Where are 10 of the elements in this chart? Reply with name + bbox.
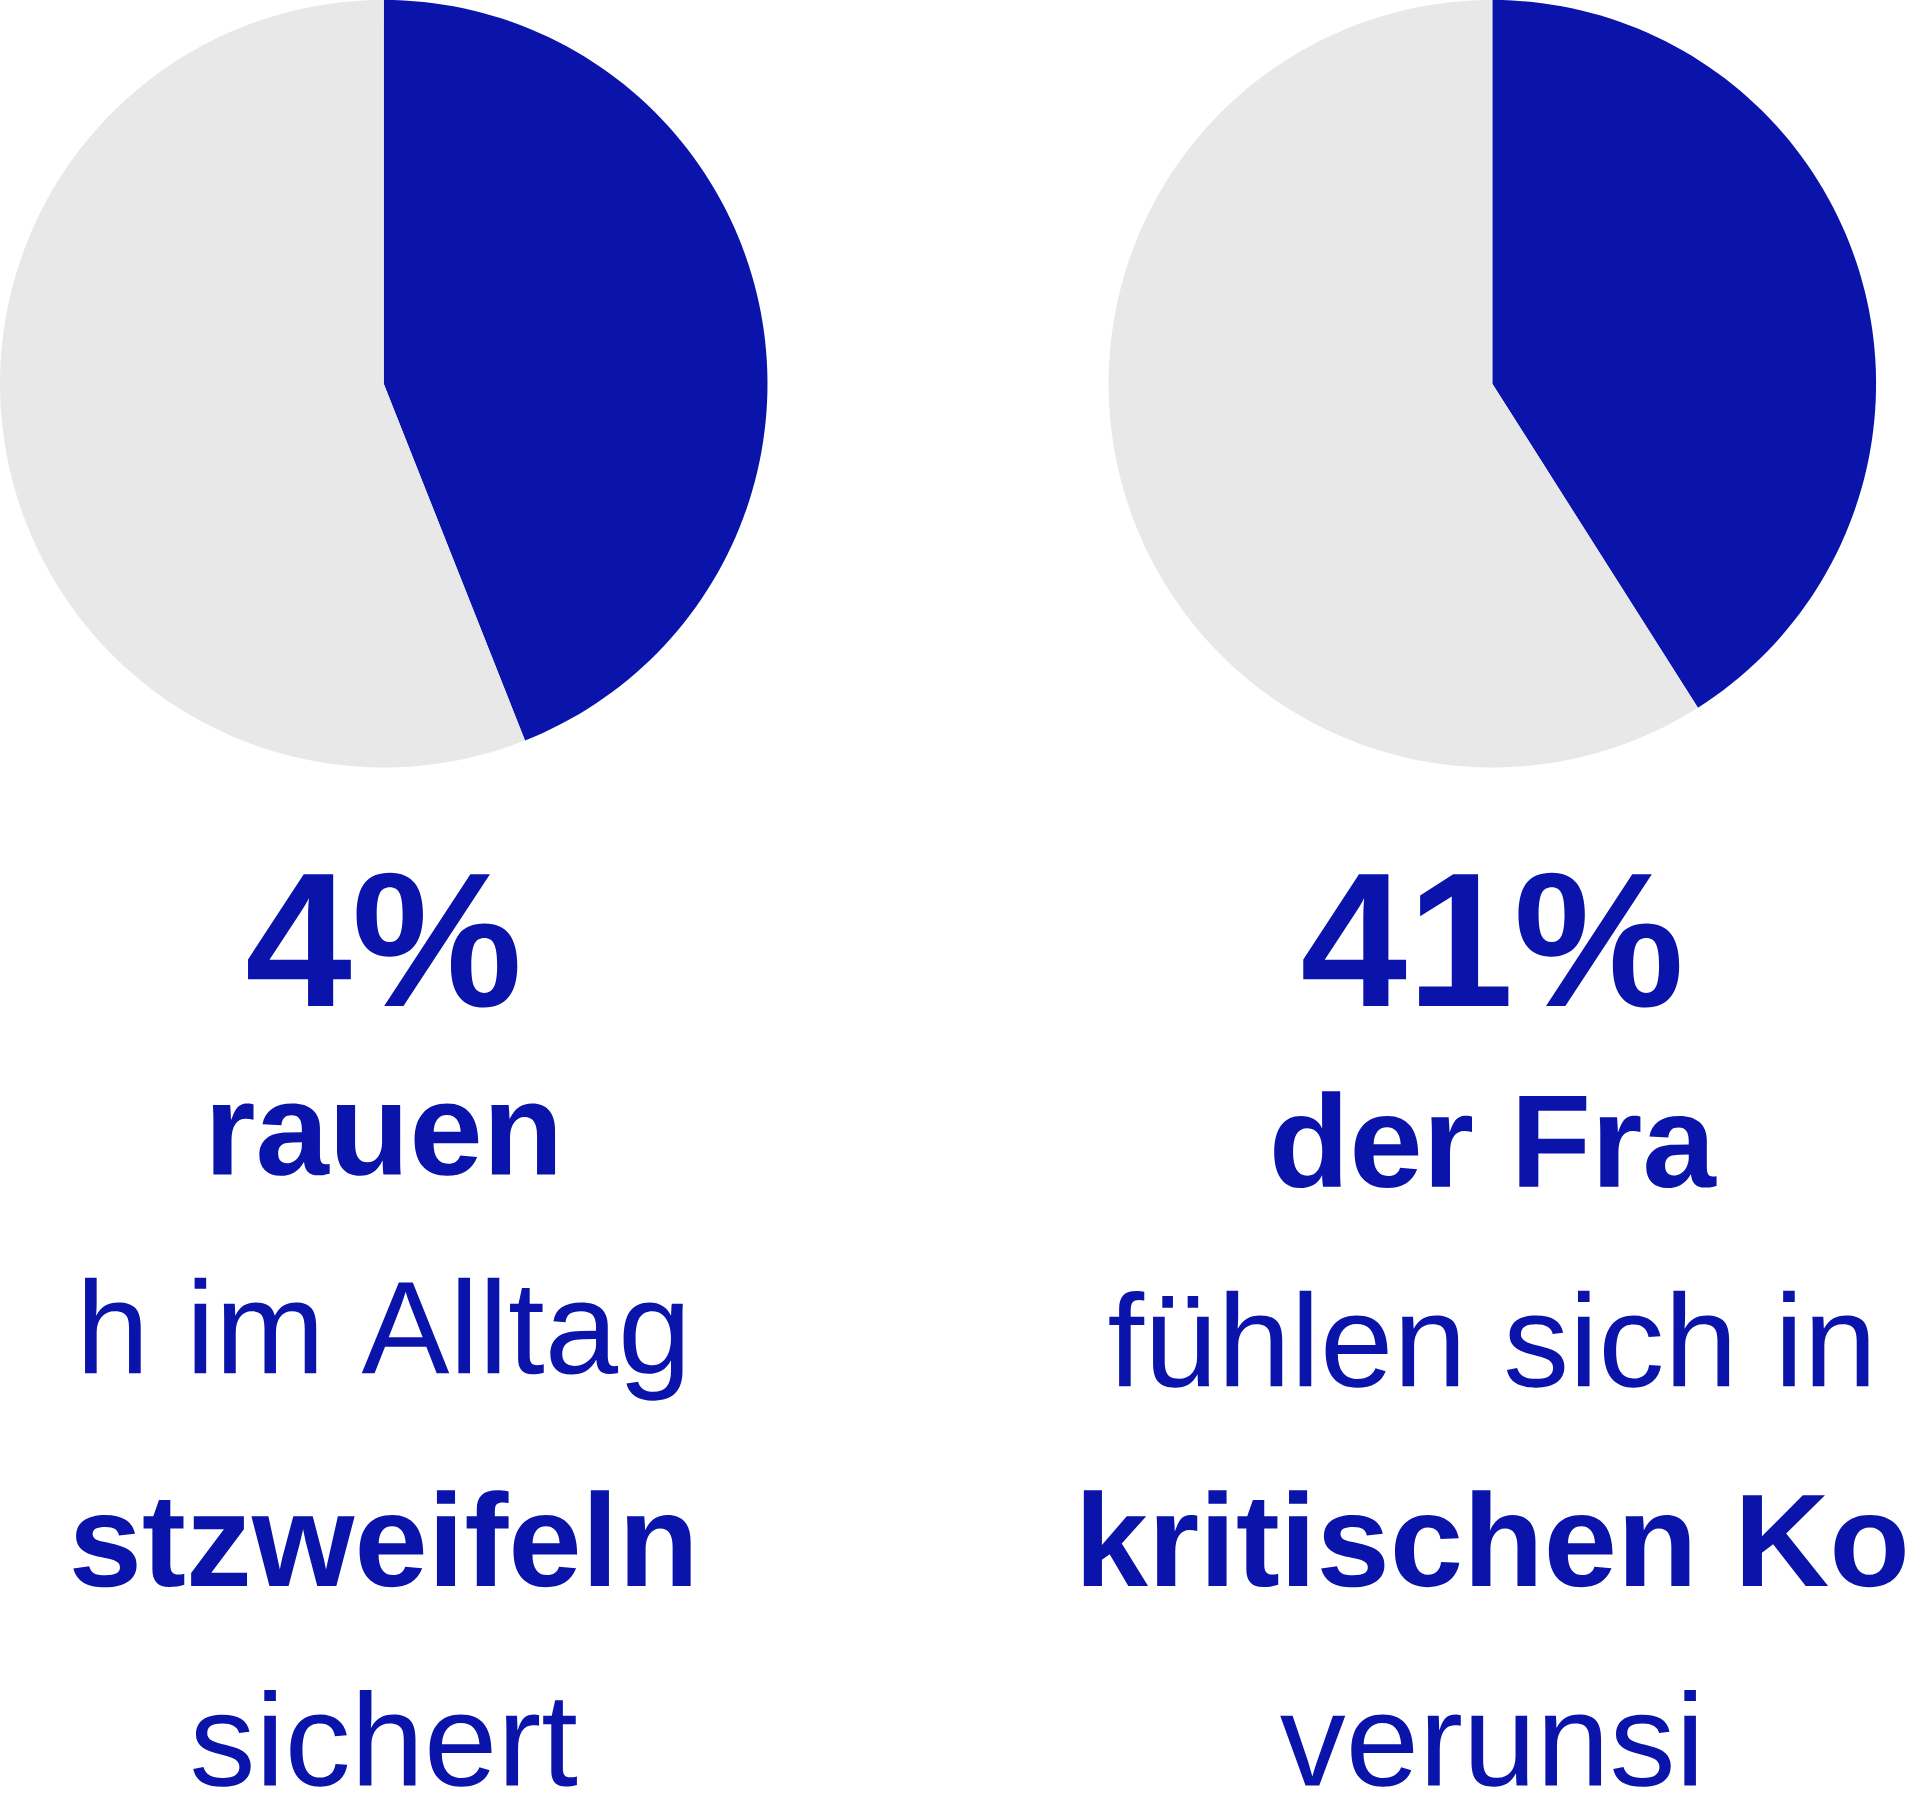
text: kritischen Ko: [1083, 1490, 1905, 1588]
text: stzweifeln: [73, 1490, 691, 1588]
text: verunsi: [1280, 1690, 1696, 1787]
text: fühlen sich in: [1109, 1290, 1869, 1388]
text: h im Alltag: [85, 1277, 683, 1401]
text: der Fra: [1274, 1091, 1717, 1189]
text: 41%: [1303, 872, 1680, 1008]
text: sichert: [193, 1690, 577, 1787]
text: 4%: [248, 872, 518, 1008]
text: rauen: [212, 1103, 556, 1176]
